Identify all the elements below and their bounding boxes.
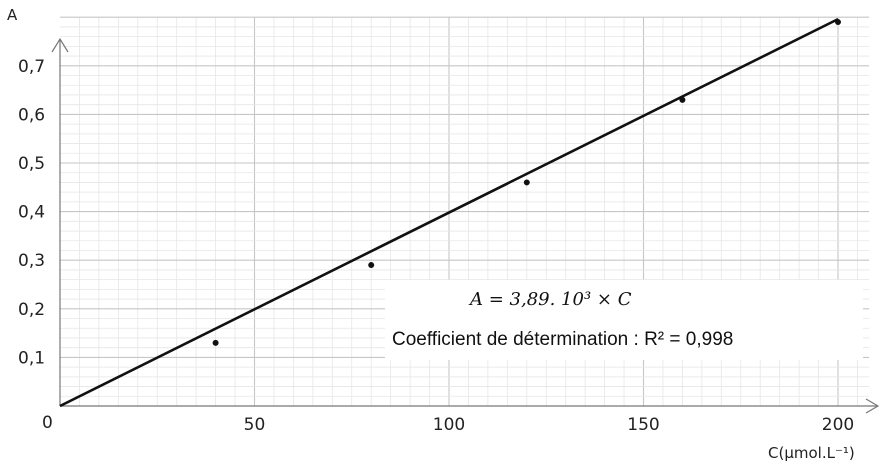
data-point	[212, 339, 219, 346]
y-tick-label: 0,6	[18, 105, 45, 125]
tick-labels: 50 100 150 200 0,1 0,2 0,3 0,4 0,5 0,6 0,7	[18, 57, 854, 435]
y-axis-label: A	[7, 6, 18, 24]
y-tick-label: 0,7	[18, 57, 45, 77]
x-tick-label: 100	[433, 415, 465, 435]
data-point	[523, 179, 530, 186]
origin-label: 0	[42, 413, 53, 433]
x-tick-label: 50	[244, 415, 266, 435]
y-tick-label: 0,4	[18, 203, 45, 223]
regression-equation: A = 3,89. 10³ × C	[468, 289, 632, 310]
y-tick-label: 0,2	[18, 300, 45, 320]
data-point	[368, 262, 375, 269]
axes	[51, 37, 880, 414]
regression-line	[59, 17, 839, 408]
coefficient-label: Coefficient de détermination : R² = 0,99…	[392, 329, 733, 350]
x-axis-label: C(µmol.L⁻¹)	[768, 444, 855, 462]
data-point	[679, 96, 686, 103]
annotation-background	[385, 280, 863, 360]
y-tick-label: 0,3	[18, 251, 45, 271]
y-tick-label: 0,1	[18, 348, 45, 368]
x-tick-label: 200	[822, 415, 854, 435]
y-axis-arrow-icon	[51, 37, 69, 53]
data-points	[212, 19, 841, 346]
x-tick-label: 150	[627, 415, 659, 435]
y-tick-label: 0,5	[18, 154, 45, 174]
data-point	[835, 19, 841, 26]
x-axis-arrow-icon	[865, 398, 880, 414]
